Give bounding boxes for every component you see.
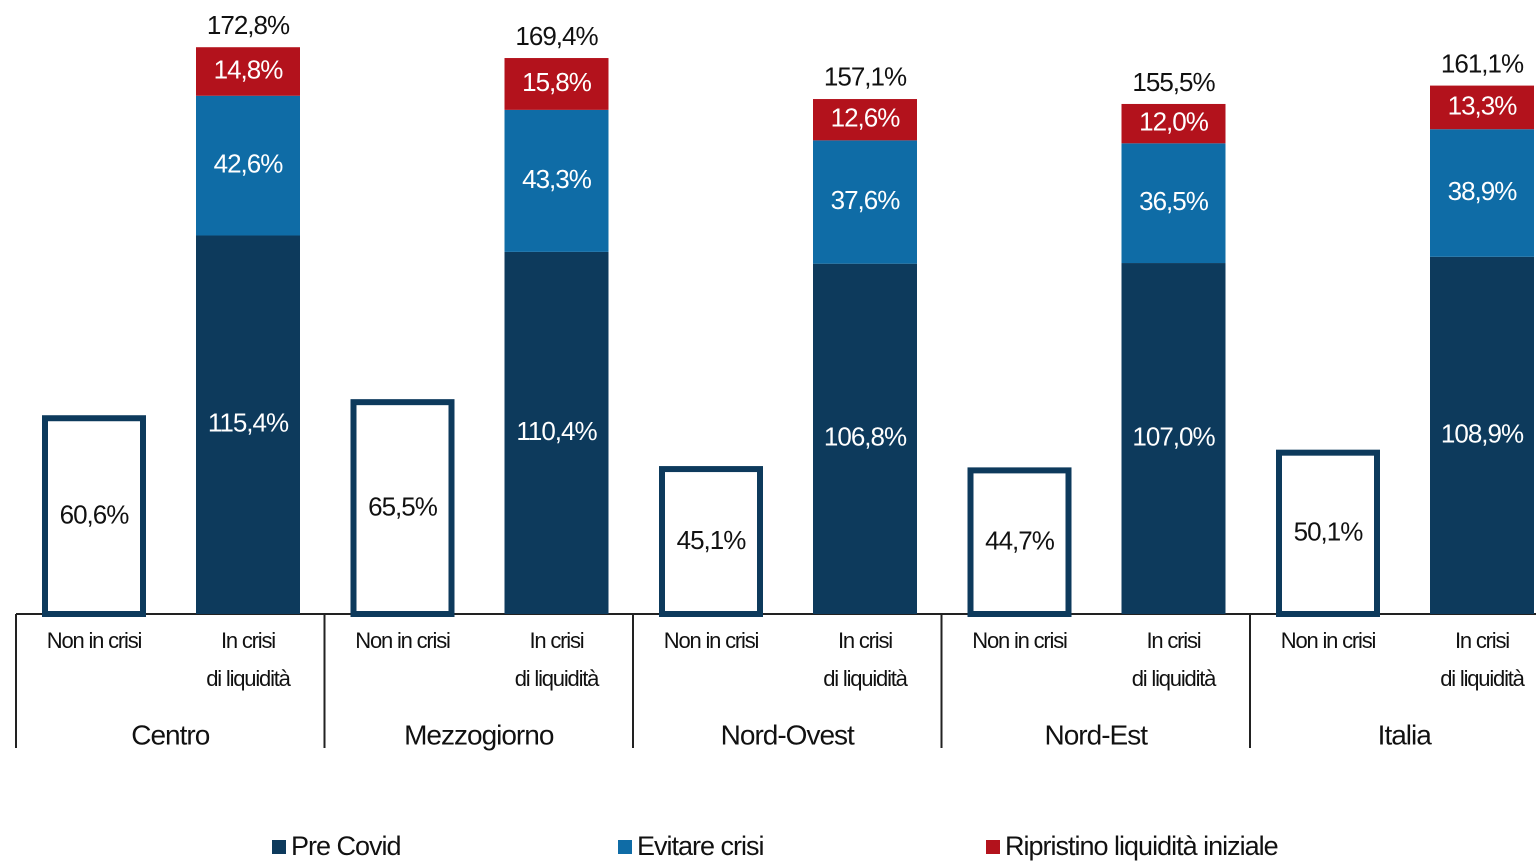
- x-tick-label: In crisi di liquidità: [823, 628, 908, 691]
- value-label: 108,9%: [1441, 418, 1524, 448]
- legend-swatch: [272, 840, 286, 854]
- total-label: 157,1%: [824, 62, 907, 92]
- value-label: 12,6%: [831, 103, 901, 133]
- legend-swatch: [986, 840, 1000, 854]
- bar-segment: [196, 95, 300, 236]
- value-label: 12,0%: [1139, 107, 1209, 137]
- total-label: 155,5%: [1132, 67, 1215, 97]
- value-label: 45,1%: [677, 525, 747, 555]
- group-label: Centro: [131, 719, 209, 750]
- value-label: 42,6%: [214, 148, 284, 178]
- bar-segment: [504, 251, 609, 614]
- legend-label: Evitare crisi: [637, 831, 764, 861]
- value-label: 65,5%: [368, 491, 438, 521]
- value-label: 110,4%: [516, 416, 597, 446]
- x-tick-label: Non in crisi: [663, 628, 760, 653]
- group-label: Mezzogiorno: [404, 719, 554, 750]
- value-label: 13,3%: [1448, 90, 1518, 120]
- value-label: 15,8%: [522, 67, 592, 97]
- bar-outline: [1276, 449, 1380, 617]
- group-label: Nord-Est: [1045, 719, 1149, 750]
- group-label: Italia: [1378, 719, 1433, 750]
- x-tick-label: In crisi di liquidità: [514, 628, 600, 691]
- bar-segment: [196, 235, 300, 614]
- bar-segment: [1430, 129, 1534, 257]
- total-label: 169,4%: [515, 21, 598, 51]
- x-tick-label: In crisi di liquidità: [1440, 628, 1525, 691]
- x-tick-label: Non in crisi: [1280, 628, 1377, 653]
- bar-outline: [42, 415, 146, 617]
- legend-label: Pre Covid: [291, 831, 401, 861]
- value-label: 36,5%: [1139, 186, 1209, 216]
- value-label: 107,0%: [1132, 421, 1215, 451]
- value-label: 38,9%: [1448, 176, 1518, 206]
- bar-segment: [1121, 263, 1226, 614]
- bar-outline: [659, 466, 763, 617]
- value-label: 50,1%: [1294, 517, 1364, 547]
- bar-segment: [1430, 85, 1534, 130]
- bar-segment: [813, 99, 917, 141]
- value-label: 115,4%: [208, 408, 289, 438]
- value-label: 14,8%: [214, 54, 284, 84]
- value-label: 44,7%: [985, 526, 1055, 556]
- x-tick-label: Non in crisi: [972, 628, 1068, 653]
- total-label: 172,8%: [207, 10, 290, 40]
- bar-segment: [504, 109, 609, 252]
- legend-swatch: [618, 840, 632, 854]
- x-tick-label: In crisi di liquidità: [206, 628, 291, 691]
- value-label: 37,6%: [831, 185, 901, 215]
- x-tick-label: Non in crisi: [355, 628, 451, 653]
- bar-segment: [1121, 143, 1226, 264]
- bar-segment: [1430, 256, 1534, 614]
- value-label: 60,6%: [60, 499, 130, 529]
- bar-segment: [196, 47, 300, 96]
- x-tick-label: Non in crisi: [46, 628, 143, 653]
- value-label: 106,8%: [824, 422, 907, 452]
- value-label: 43,3%: [522, 164, 592, 194]
- bar-outline: [967, 467, 1072, 617]
- bar-segment: [504, 58, 609, 110]
- bar-segment: [813, 140, 917, 264]
- group-label: Nord-Ovest: [721, 719, 855, 750]
- bar-outline: [350, 399, 455, 617]
- bar-segment: [813, 263, 917, 614]
- legend-label: Ripristino liquidità iniziale: [1005, 831, 1278, 861]
- x-tick-label: In crisi di liquidità: [1131, 628, 1217, 691]
- total-label: 161,1%: [1441, 48, 1524, 78]
- bar-segment: [1121, 103, 1226, 144]
